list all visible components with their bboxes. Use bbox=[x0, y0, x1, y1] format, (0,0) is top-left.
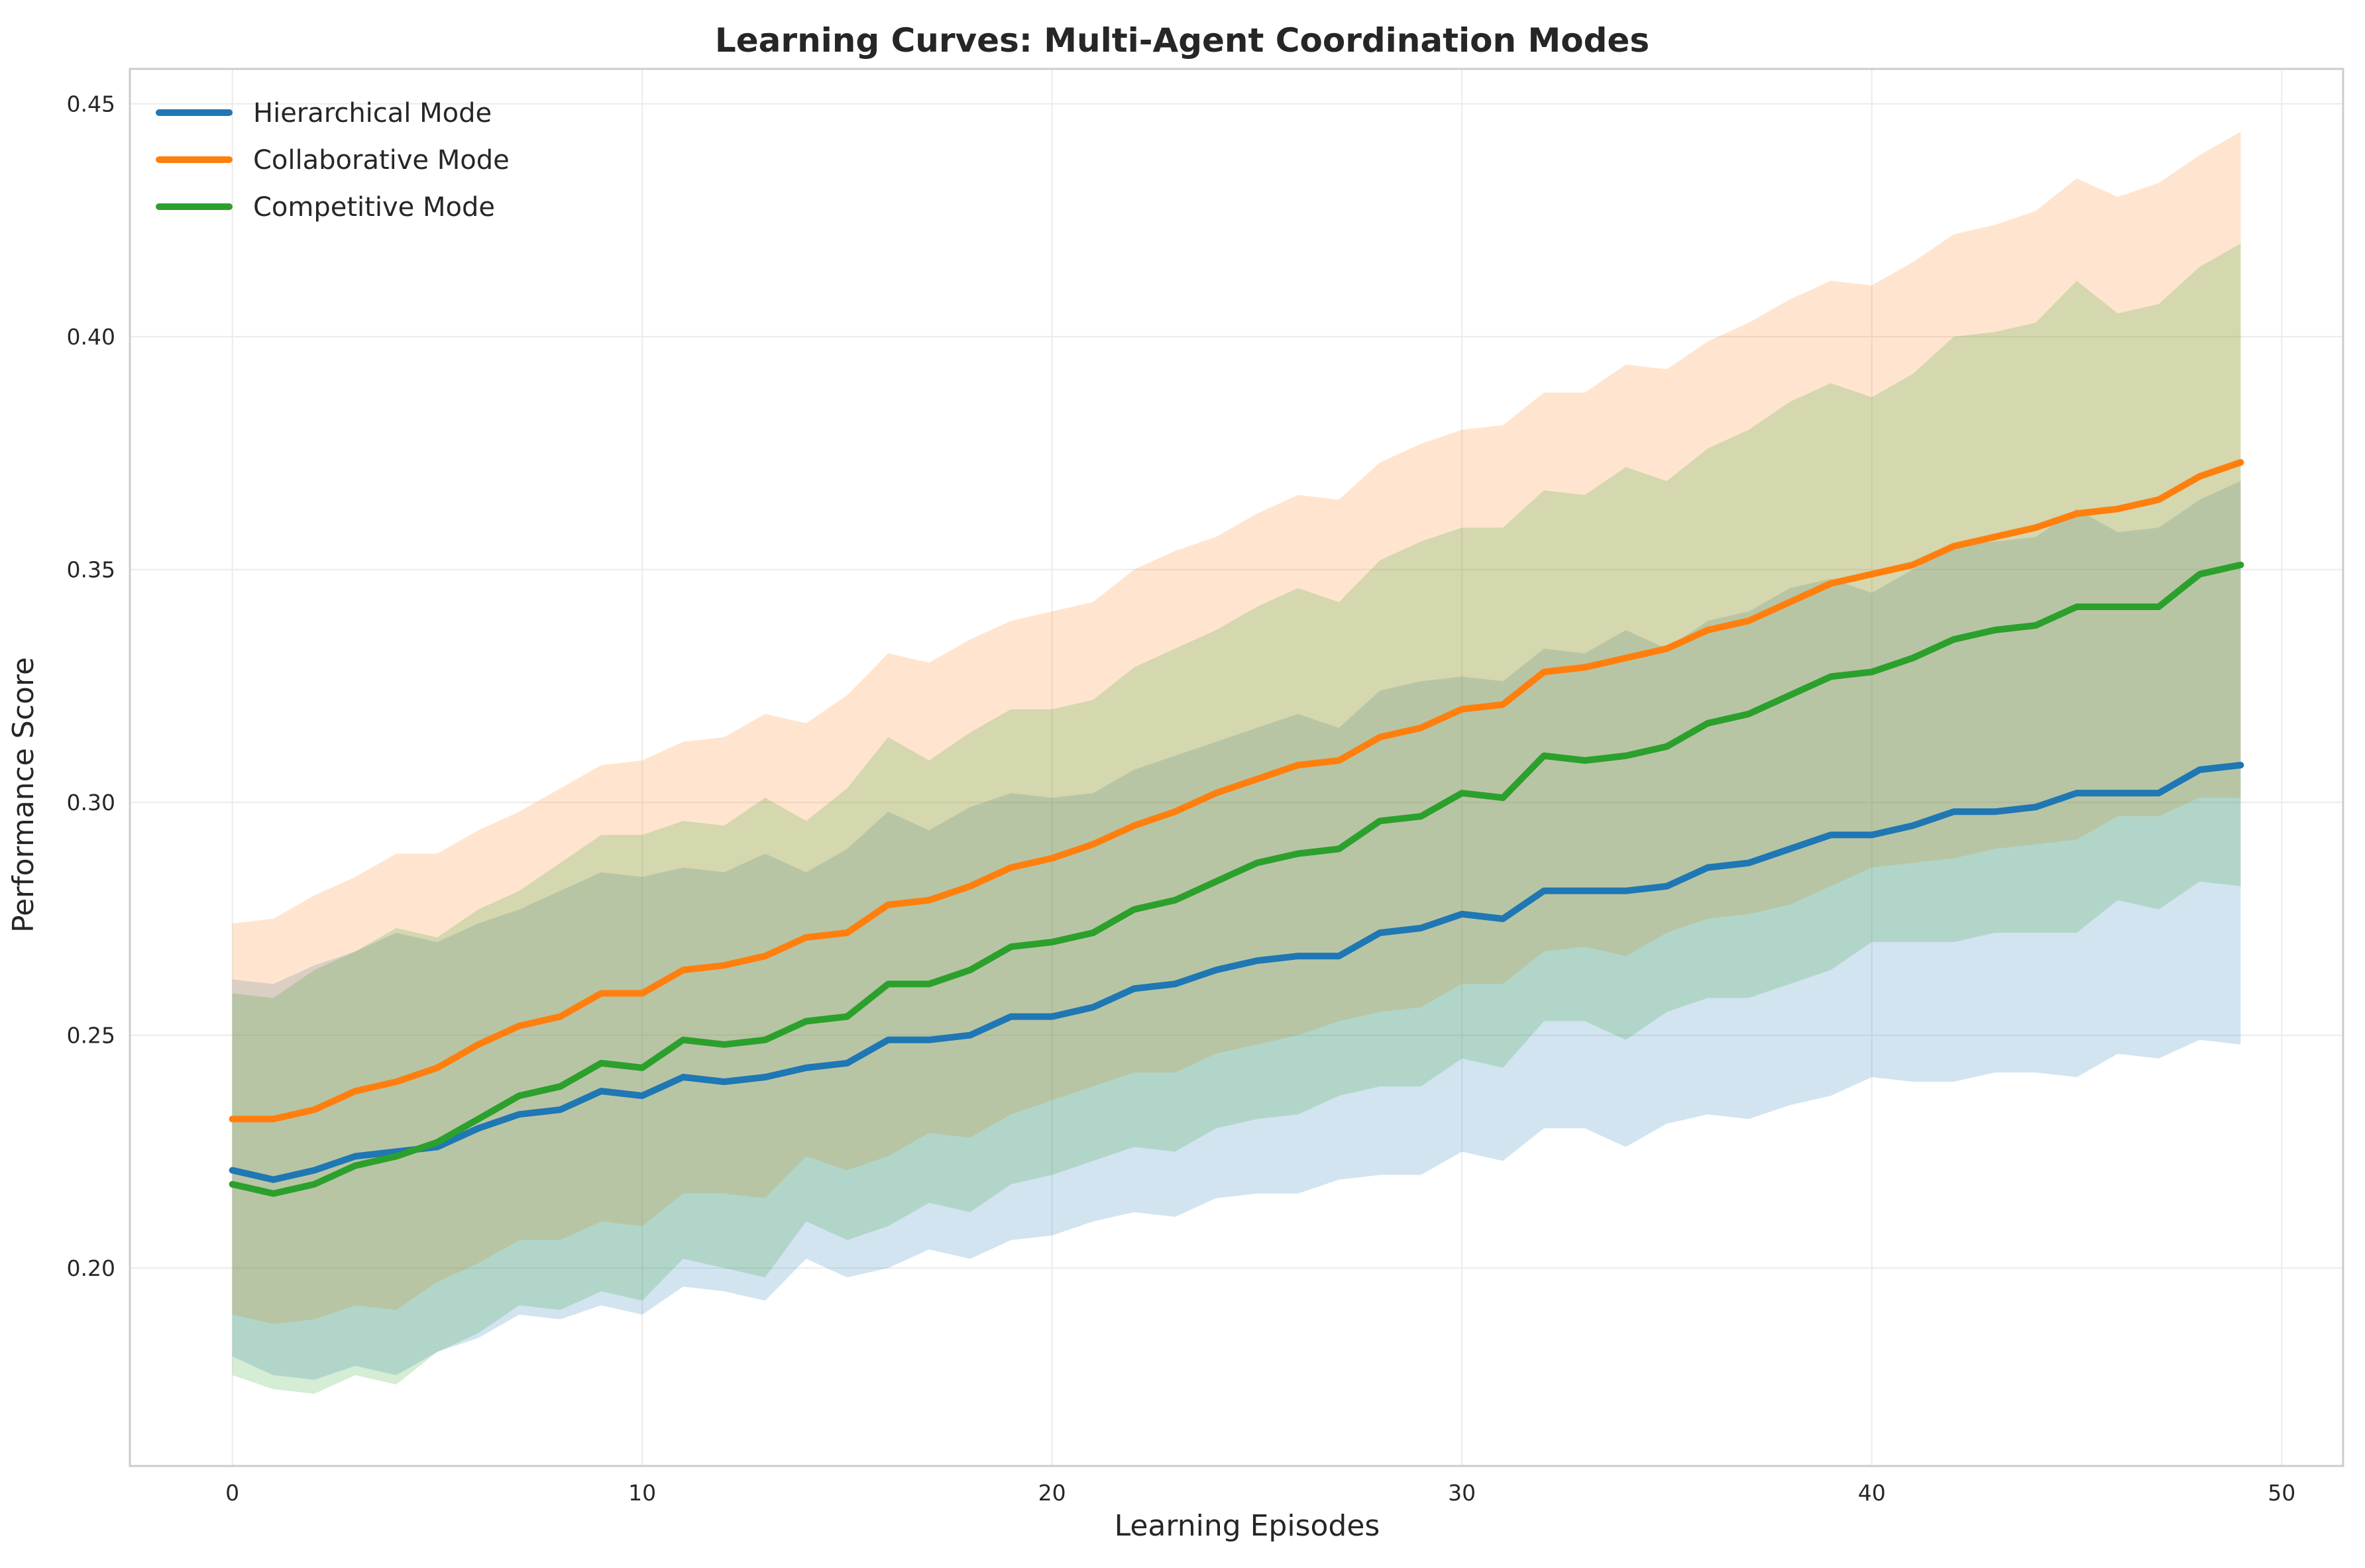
legend: Hierarchical Mode Collaborative Mode Compe… bbox=[156, 98, 510, 223]
y-tick-label: 0.30 bbox=[67, 790, 115, 815]
x-tick-label: 50 bbox=[2268, 1480, 2295, 1506]
y-tick-label: 0.35 bbox=[67, 557, 115, 583]
x-tick-label: 10 bbox=[628, 1480, 656, 1506]
x-axis-ticks: 0 10 20 30 40 50 bbox=[225, 1480, 2295, 1506]
chart-title: Learning Curves: Multi-Agent Coordinatio… bbox=[715, 21, 1649, 60]
band-series-2 bbox=[232, 243, 2241, 1394]
grid bbox=[130, 69, 2343, 1466]
legend-label-2: Competitive Mode bbox=[253, 192, 495, 223]
y-tick-label: 0.20 bbox=[67, 1255, 115, 1281]
y-tick-label: 0.25 bbox=[67, 1023, 115, 1049]
x-tick-label: 40 bbox=[1858, 1480, 1886, 1506]
x-tick-label: 30 bbox=[1448, 1480, 1476, 1506]
line-series-0 bbox=[229, 762, 2244, 1183]
legend-label-1: Collaborative Mode bbox=[253, 145, 510, 176]
series-lines bbox=[229, 459, 2244, 1197]
line-series-1 bbox=[229, 459, 2244, 1123]
y-tick-label: 0.40 bbox=[67, 324, 115, 350]
line-series-2 bbox=[229, 561, 2244, 1197]
x-axis-label: Learning Episodes bbox=[1115, 1509, 1380, 1543]
legend-label-0: Hierarchical Mode bbox=[253, 98, 492, 129]
x-tick-label: 20 bbox=[1038, 1480, 1066, 1506]
y-tick-label: 0.45 bbox=[67, 91, 115, 117]
confidence-bands bbox=[232, 131, 2241, 1394]
band-series-0 bbox=[232, 481, 2241, 1380]
band-series-1 bbox=[232, 131, 2241, 1324]
plot-frame bbox=[129, 68, 2344, 1467]
y-axis-ticks: 0.20 0.25 0.30 0.35 0.40 0.45 bbox=[67, 91, 115, 1281]
y-axis-label: Performance Score bbox=[7, 657, 40, 933]
x-tick-label: 0 bbox=[225, 1480, 239, 1506]
